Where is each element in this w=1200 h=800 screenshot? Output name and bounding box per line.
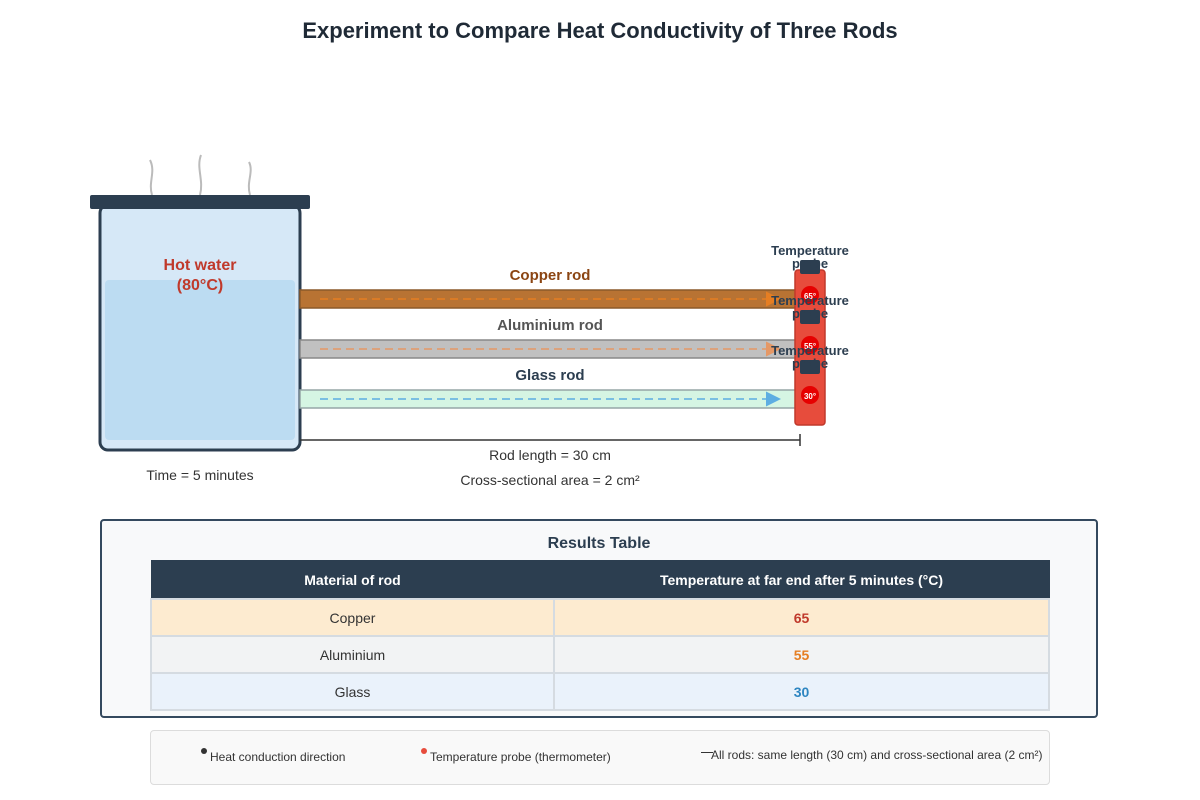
hot-water (105, 280, 295, 440)
hot-water-temp: (80°C) (177, 277, 223, 294)
cell-temperature: 65 (553, 598, 1050, 637)
legend-label: Temperature probe (thermometer) (430, 750, 611, 764)
experiment-diagram: Hot water (80°C) Time = 5 minutes Copper… (90, 154, 849, 488)
probe-reading-aluminium: 55° (804, 342, 816, 351)
legend-item-same-dims: All rods: same length (30 cm) and cross-… (701, 748, 1042, 762)
cell-temperature: 30 (553, 672, 1050, 711)
rod-label-glass: Glass rod (515, 367, 584, 384)
table-row: Aluminium 55 (150, 635, 1050, 674)
cell-material: Glass (150, 672, 555, 711)
probe-label: probe (792, 356, 828, 371)
glass-rod-group: Glass rod (299, 367, 801, 409)
cell-temperature: 55 (553, 635, 1050, 674)
probe-label: Temperature (771, 243, 849, 258)
line-icon (701, 752, 713, 753)
rod-label-aluminium: Aluminium rod (497, 317, 603, 334)
header-material: Material of rod (150, 560, 555, 600)
legend: Heat conduction direction Temperature pr… (150, 730, 1050, 785)
table-row: Copper 65 (150, 598, 1050, 637)
table-header-row: Material of rod Temperature at far end a… (150, 560, 1050, 600)
copper-rod-group: Copper rod (299, 267, 801, 309)
temperature-probe-aluminium: 55° Temperature probe (771, 293, 849, 354)
legend-item-heat-direction: Heat conduction direction (201, 748, 345, 764)
probe-label: Temperature (771, 343, 849, 358)
results-panel: Results Table Material of rod Temperatur… (100, 519, 1098, 718)
beaker (90, 195, 310, 452)
probe-reading-copper: 65° (804, 292, 816, 301)
cell-material: Aluminium (150, 635, 555, 674)
table-row: Glass 30 (150, 672, 1050, 711)
probe-label: Temperature (771, 293, 849, 308)
rod-length-label: Rod length = 30 cm (489, 447, 611, 463)
rod-label-copper: Copper rod (510, 267, 591, 284)
probe-dot-icon (421, 748, 427, 754)
temperature-probe-copper: 65° Temperature probe (771, 243, 849, 304)
legend-label: All rods: same length (30 cm) and cross-… (711, 748, 1043, 762)
probe-reading-glass: 30° (804, 392, 816, 401)
steam-icon (149, 154, 252, 196)
beaker-lid (90, 195, 310, 209)
time-label: Time = 5 minutes (146, 467, 253, 483)
cell-material: Copper (150, 598, 555, 637)
heat-direction-icon (201, 748, 207, 754)
legend-item-probe: Temperature probe (thermometer) (421, 748, 611, 764)
legend-label: Heat conduction direction (210, 750, 346, 764)
cross-section-label: Cross-sectional area = 2 cm² (460, 472, 640, 488)
aluminium-rod-group: Aluminium rod (299, 317, 801, 359)
probe-label: probe (792, 306, 828, 321)
page-title: Experiment to Compare Heat Conductivity … (302, 18, 898, 43)
rod-length-dimension (300, 434, 801, 446)
header-temperature: Temperature at far end after 5 minutes (… (553, 560, 1050, 600)
results-title: Results Table (547, 535, 651, 552)
hot-water-label: Hot water (164, 257, 237, 274)
results-table: Material of rod Temperature at far end a… (150, 560, 1050, 711)
probe-label: probe (792, 256, 828, 271)
temperature-probe-glass: 30° Temperature probe (771, 343, 849, 404)
